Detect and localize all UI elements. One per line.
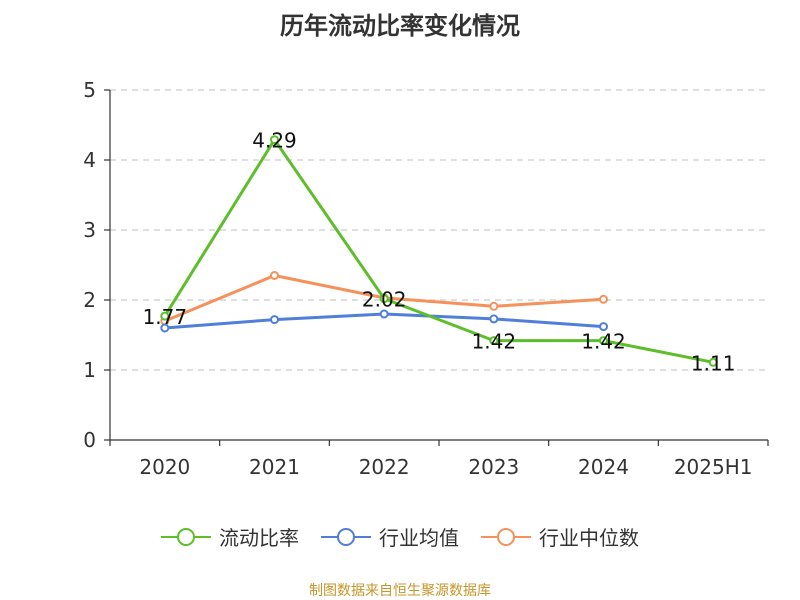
- legend-label-current-ratio: 流动比率: [219, 526, 299, 550]
- point-s0-2022: [379, 294, 389, 304]
- point-s0-2023: [489, 336, 499, 346]
- point-s0-2020: [160, 311, 170, 321]
- series-line-0: [163, 138, 714, 364]
- legend-item-current-ratio[interactable]: 流动比率: [161, 522, 299, 551]
- point-s2-2021: [270, 271, 279, 280]
- point-s2-2024: [599, 294, 608, 304]
- x-tick-label-2022: 2022: [359, 455, 410, 479]
- legend-marker-industry-mean-icon: [321, 527, 371, 546]
- point-s1-2020: [160, 323, 170, 333]
- point-s1-2022: [379, 309, 389, 319]
- legend: 流动比率 行业均值 行业中位数: [0, 522, 800, 551]
- point-s1-2021: [270, 315, 279, 325]
- legend-marker-current-ratio-icon: [161, 527, 211, 546]
- point-s0-2021: [270, 135, 279, 145]
- data-label-2020: 1.77: [143, 305, 188, 329]
- y-tick-label-1: 1: [83, 358, 96, 382]
- data-label-2025H1: 1.11: [691, 351, 736, 375]
- y-tick-label-5: 5: [83, 78, 96, 102]
- x-tick-label-2023: 2023: [468, 455, 519, 479]
- axes: 0 1 2 3 4 5 2020 2021 2022 2023 2024 2025H1: [83, 78, 769, 479]
- point-s1-2024: [599, 322, 608, 332]
- source-footnote: 制图数据来自恒生聚源数据库: [309, 583, 491, 599]
- x-tick-label-2025H1: 2025H1: [674, 455, 753, 479]
- y-tick-label-0: 0: [83, 428, 96, 452]
- y-tick-label-4: 4: [83, 148, 96, 172]
- data-label-2021: 4.29: [252, 129, 297, 153]
- legend-item-industry-mean[interactable]: 行业均值: [321, 522, 459, 551]
- point-s0-2024: [599, 336, 608, 346]
- data-label-2024: 1.42: [581, 330, 626, 354]
- legend-marker-industry-median-icon: [481, 527, 531, 546]
- grid-lines: [110, 89, 768, 371]
- point-s2-2023: [489, 301, 499, 311]
- data-labels: 1.77 4.29 2.02 1.42 1.42 1.11: [143, 129, 736, 376]
- data-label-2023: 1.42: [472, 330, 517, 354]
- point-s1-2023: [489, 314, 499, 324]
- x-tick-label-2020: 2020: [139, 455, 190, 479]
- point-s0-2025H1: [708, 357, 718, 367]
- legend-label-industry-median: 行业中位数: [539, 526, 639, 550]
- x-tick-label-2021: 2021: [249, 455, 300, 479]
- chart-title: 历年流动比率变化情况: [280, 12, 520, 40]
- legend-item-industry-median[interactable]: 行业中位数: [481, 522, 639, 551]
- x-tick-label-2024: 2024: [578, 455, 629, 479]
- series-lines: [160, 135, 718, 367]
- legend-label-industry-mean: 行业均值: [379, 526, 459, 550]
- y-tick-label-2: 2: [83, 288, 96, 312]
- y-tick-label-3: 3: [83, 218, 96, 242]
- data-label-2022: 2.02: [362, 288, 407, 312]
